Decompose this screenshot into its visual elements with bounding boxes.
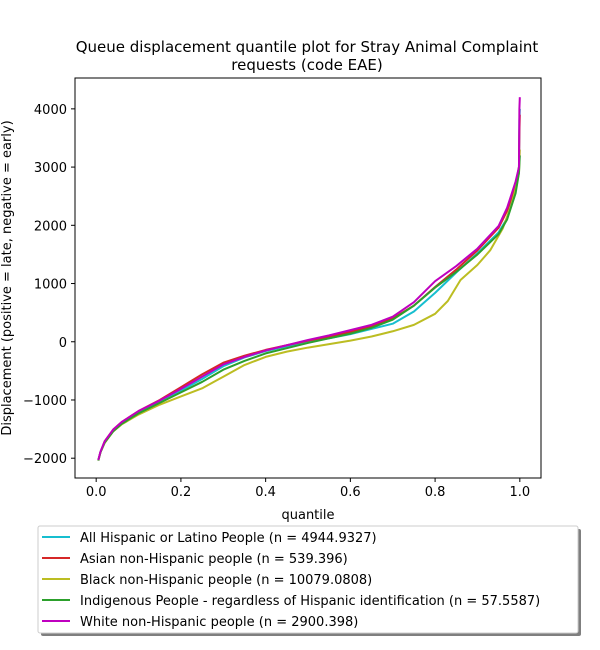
y-tick-label: 3000 — [34, 161, 67, 176]
x-tick-label: 0.0 — [86, 485, 107, 500]
legend-label-4: White non-Hispanic people (n = 2900.398) — [80, 615, 358, 630]
y-tick-label: 2000 — [34, 219, 67, 234]
y-axis-label: Displacement (positive = late, negative … — [0, 120, 15, 435]
legend-box — [37, 525, 579, 634]
chart-title-line-1: Queue displacement quantile plot for Str… — [76, 38, 539, 56]
x-tick-label: 0.4 — [255, 485, 276, 500]
legend-label-3: Indigenous People - regardless of Hispan… — [80, 594, 540, 609]
x-tick-label: 0.6 — [340, 485, 361, 500]
legend-label-0: All Hispanic or Latino People (n = 4944.… — [80, 531, 377, 546]
y-tick-label: 0 — [59, 336, 67, 351]
legend-items: All Hispanic or Latino People (n = 4944.… — [42, 531, 540, 630]
legend: All Hispanic or Latino People (n = 4944.… — [37, 525, 581, 636]
y-tick-label: −2000 — [23, 452, 67, 467]
y-tick-label: 1000 — [34, 278, 67, 293]
y-tick-label: 4000 — [34, 103, 67, 118]
legend-label-2: Black non-Hispanic people (n = 10079.080… — [80, 573, 372, 588]
legend-label-1: Asian non-Hispanic people (n = 539.396) — [80, 552, 348, 567]
series-line-3 — [97, 155, 521, 461]
x-axis: 0.0 0.2 0.4 0.6 0.8 1.0 — [86, 478, 530, 500]
series-line-4 — [97, 97, 521, 461]
x-tick-label: 1.0 — [509, 485, 530, 500]
x-tick-label: 0.8 — [425, 485, 446, 500]
y-tick-label: −1000 — [23, 394, 67, 409]
chart-title-line-2: requests (code EAE) — [231, 56, 382, 74]
plot-lines — [97, 97, 521, 461]
x-axis-label: quantile — [281, 508, 334, 523]
y-axis: −2000 −1000 0 1000 2000 3000 4000 — [23, 103, 75, 467]
x-tick-label: 0.2 — [171, 485, 192, 500]
plot-frame — [74, 77, 542, 479]
